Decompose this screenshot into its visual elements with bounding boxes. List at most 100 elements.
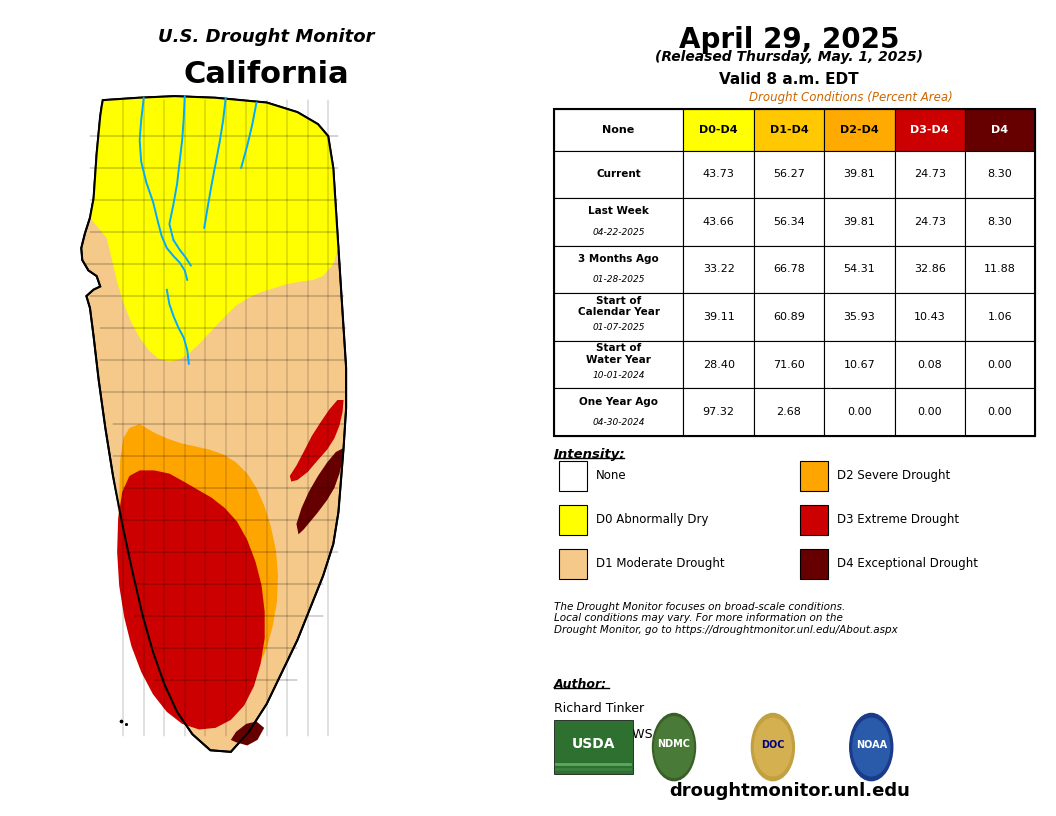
Bar — [754, 293, 824, 341]
Bar — [824, 246, 894, 293]
Bar — [894, 150, 965, 198]
Polygon shape — [112, 376, 302, 700]
Text: CPC/NOAA/NWS/NCEP: CPC/NOAA/NWS/NCEP — [553, 728, 691, 741]
Text: 01-28-2025: 01-28-2025 — [592, 275, 645, 284]
Text: Start of
Calendar Year: Start of Calendar Year — [578, 296, 660, 317]
Text: 3 Months Ago: 3 Months Ago — [579, 254, 659, 264]
Text: Start of
Water Year: Start of Water Year — [586, 344, 650, 365]
Bar — [799, 461, 828, 491]
Text: Richard Tinker: Richard Tinker — [553, 703, 644, 716]
Bar — [683, 246, 754, 293]
Text: 0.00: 0.00 — [847, 407, 871, 417]
Text: 01-07-2025: 01-07-2025 — [592, 323, 645, 332]
Text: 04-22-2025: 04-22-2025 — [592, 228, 645, 237]
Text: 24.73: 24.73 — [913, 169, 946, 180]
Bar — [824, 388, 894, 436]
Bar — [754, 388, 824, 436]
Text: 97.32: 97.32 — [702, 407, 735, 417]
Polygon shape — [90, 96, 338, 361]
Text: D0-D4: D0-D4 — [699, 125, 738, 135]
Bar — [965, 246, 1035, 293]
Text: 71.60: 71.60 — [773, 360, 805, 370]
Text: April 29, 2025: April 29, 2025 — [679, 26, 900, 54]
Text: California: California — [184, 60, 350, 89]
Bar — [553, 388, 683, 436]
Circle shape — [754, 718, 791, 776]
Bar — [683, 341, 754, 388]
Bar — [553, 720, 633, 774]
Polygon shape — [81, 96, 346, 752]
Bar — [824, 293, 894, 341]
Bar — [754, 109, 824, 150]
Text: D2 Severe Drought: D2 Severe Drought — [837, 469, 950, 482]
Text: Current: Current — [597, 169, 641, 180]
Text: USDA: USDA — [572, 737, 616, 751]
Text: 43.66: 43.66 — [703, 217, 735, 227]
Text: D1 Moderate Drought: D1 Moderate Drought — [597, 557, 724, 570]
Text: 24.73: 24.73 — [913, 217, 946, 227]
Text: 0.00: 0.00 — [987, 407, 1013, 417]
Text: 33.22: 33.22 — [702, 264, 735, 274]
Bar — [965, 198, 1035, 246]
Bar — [824, 341, 894, 388]
Polygon shape — [289, 400, 343, 481]
Bar — [683, 109, 754, 150]
Text: 28.40: 28.40 — [702, 360, 735, 370]
Bar — [553, 109, 683, 150]
Text: 35.93: 35.93 — [844, 312, 875, 322]
Bar — [965, 388, 1035, 436]
Bar — [894, 246, 965, 293]
Bar — [894, 293, 965, 341]
Bar — [824, 150, 894, 198]
Bar — [559, 505, 587, 535]
Bar — [965, 341, 1035, 388]
Bar — [683, 293, 754, 341]
Circle shape — [653, 713, 696, 781]
Bar — [754, 198, 824, 246]
Bar — [553, 293, 683, 341]
Text: 8.30: 8.30 — [987, 217, 1013, 227]
Text: 10-01-2024: 10-01-2024 — [592, 370, 645, 379]
Text: NDMC: NDMC — [658, 738, 691, 749]
Polygon shape — [297, 448, 343, 534]
Text: 60.89: 60.89 — [773, 312, 805, 322]
Circle shape — [850, 713, 892, 781]
Circle shape — [752, 713, 794, 781]
Bar — [754, 341, 824, 388]
Bar — [553, 109, 1035, 436]
Text: D3-D4: D3-D4 — [910, 125, 949, 135]
Text: 0.00: 0.00 — [918, 407, 942, 417]
Text: 0.08: 0.08 — [918, 360, 942, 370]
Text: D1-D4: D1-D4 — [770, 125, 809, 135]
Text: Author:: Author: — [553, 678, 607, 691]
Text: 10.43: 10.43 — [913, 312, 945, 322]
Bar — [894, 341, 965, 388]
Bar — [553, 246, 683, 293]
Text: 39.81: 39.81 — [844, 169, 875, 180]
Polygon shape — [117, 470, 265, 730]
Bar — [824, 198, 894, 246]
Text: D4 Exceptional Drought: D4 Exceptional Drought — [837, 557, 978, 570]
Text: 39.81: 39.81 — [844, 217, 875, 227]
Text: Valid 8 a.m. EDT: Valid 8 a.m. EDT — [719, 72, 860, 87]
Text: 8.30: 8.30 — [987, 169, 1013, 180]
Text: 54.31: 54.31 — [844, 264, 875, 274]
Bar — [553, 341, 683, 388]
Text: D0 Abnormally Dry: D0 Abnormally Dry — [597, 513, 709, 526]
Text: 04-30-2024: 04-30-2024 — [592, 418, 645, 427]
Text: 11.88: 11.88 — [984, 264, 1016, 274]
Text: 56.34: 56.34 — [773, 217, 805, 227]
Text: D2-D4: D2-D4 — [840, 125, 879, 135]
Bar — [965, 293, 1035, 341]
Text: Drought Conditions (Percent Area): Drought Conditions (Percent Area) — [749, 91, 953, 104]
Bar — [683, 150, 754, 198]
Text: One Year Ago: One Year Ago — [579, 397, 658, 407]
Text: 10.67: 10.67 — [844, 360, 875, 370]
Bar — [754, 150, 824, 198]
Bar — [894, 109, 965, 150]
Polygon shape — [119, 424, 278, 704]
Bar — [559, 461, 587, 491]
Text: droughtmonitor.unl.edu: droughtmonitor.unl.edu — [668, 782, 909, 800]
Polygon shape — [231, 721, 264, 746]
Text: 66.78: 66.78 — [773, 264, 805, 274]
